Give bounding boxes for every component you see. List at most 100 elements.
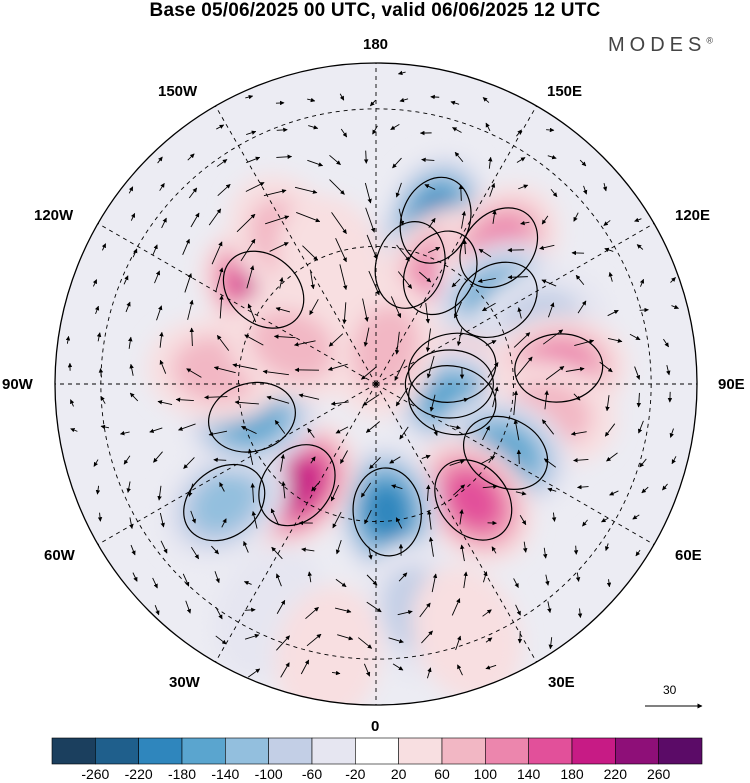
wind-vector [65, 335, 71, 344]
anomaly-region [191, 472, 257, 533]
wind-vector [606, 579, 612, 588]
wind-vector [432, 424, 438, 436]
wind-vector [547, 487, 557, 493]
wind-vector [663, 338, 669, 348]
wind-vector [364, 509, 372, 525]
wind-vector [339, 93, 345, 101]
colorbar-swatch [528, 737, 573, 765]
colorbar-swatch [355, 737, 399, 765]
wind-vector [296, 211, 321, 223]
wind-vector [388, 637, 404, 644]
colorbar-swatch [311, 737, 356, 765]
wind-vector [280, 662, 290, 678]
wind-vector [187, 153, 195, 161]
map-disk [55, 63, 697, 705]
wind-vector [182, 573, 190, 587]
colorbar-tick-label: -140 [211, 766, 240, 782]
wind-vector [119, 430, 130, 436]
wind-vector [307, 571, 313, 583]
wind-vector [306, 633, 322, 647]
wind-vector [545, 574, 550, 586]
wind-vector [421, 454, 431, 459]
wind-vector [395, 517, 403, 529]
wind-vector [421, 630, 433, 644]
lon-label-0: 0 [371, 718, 380, 735]
wind-vector [463, 571, 468, 589]
colorbar-tick-label: -260 [81, 766, 110, 782]
wind-vector [637, 420, 644, 434]
lon-label-180: 180 [363, 36, 389, 53]
colorbar-tick-label: 180 [560, 766, 584, 782]
colorbar-swatch [95, 737, 139, 765]
wind-vector [125, 301, 131, 313]
wind-vector [543, 458, 557, 468]
wind-vector [398, 572, 408, 582]
wind-vector [157, 485, 162, 501]
wind-vector [636, 392, 642, 408]
wind-vector [454, 301, 462, 319]
wind-vector [458, 184, 464, 201]
wind-vector [632, 514, 640, 520]
wind-vector [428, 217, 436, 229]
colorbar-swatch [138, 737, 183, 765]
wind-vector [190, 212, 200, 228]
wind-vector [599, 361, 613, 373]
wind-vector [340, 128, 348, 138]
wind-vector [366, 601, 382, 613]
wind-vector [280, 453, 285, 472]
wind-vector [425, 328, 431, 353]
wind-vector [307, 97, 316, 103]
wind-vector [329, 154, 341, 166]
wind-vector [487, 362, 499, 378]
wind-vector [365, 421, 381, 433]
wind-vector [482, 609, 492, 617]
wind-vector [450, 100, 460, 106]
wind-vector [93, 459, 99, 467]
wind-vector [431, 573, 438, 593]
wind-vector [551, 512, 557, 522]
wind-vector [399, 97, 409, 103]
wind-vector [517, 307, 522, 319]
wind-vector [208, 430, 228, 437]
wind-vector [604, 247, 614, 252]
wind-vector [582, 185, 588, 195]
wind-vector [154, 605, 160, 616]
map-title: Base 05/06/2025 00 UTC, valid 06/06/2025… [149, 0, 601, 21]
wind-vector [159, 359, 167, 374]
wind-vector [395, 182, 402, 198]
wind-vector [518, 184, 529, 190]
colorbar-tick-label: 60 [434, 766, 450, 782]
wind-vector [579, 159, 587, 167]
lon-label-30e: 30E [548, 674, 575, 691]
wind-vector [334, 607, 352, 614]
wind-vector [516, 157, 526, 163]
colorbar-tick-label: -60 [301, 766, 323, 782]
wind-vector [456, 328, 463, 347]
wind-vector [362, 298, 369, 322]
wind-vector [130, 544, 136, 556]
wind-vector [149, 427, 163, 433]
wind-vector [453, 484, 465, 496]
wind-vector [123, 455, 131, 465]
wind-vector [294, 186, 318, 194]
wind-vector [307, 159, 324, 167]
wind-vector [363, 150, 369, 164]
wind-vector [275, 306, 291, 313]
wind-vector [513, 390, 519, 416]
wind-vector [392, 663, 404, 671]
wind-vector [331, 670, 341, 676]
wind-vector [247, 303, 257, 323]
colorbar-swatch [485, 737, 529, 765]
wind-vector [419, 602, 431, 618]
anomaly-contour [408, 332, 497, 403]
wind-vector [547, 601, 552, 614]
wind-vector [270, 508, 280, 526]
wind-vector [669, 428, 674, 438]
wind-vector [159, 182, 165, 191]
wind-vector [573, 212, 579, 222]
wind-vector [161, 217, 167, 229]
wind-vector [606, 452, 618, 462]
wind-vector [481, 456, 496, 464]
lon-label-90e: 90E [718, 376, 745, 393]
anomaly-region [351, 305, 420, 392]
